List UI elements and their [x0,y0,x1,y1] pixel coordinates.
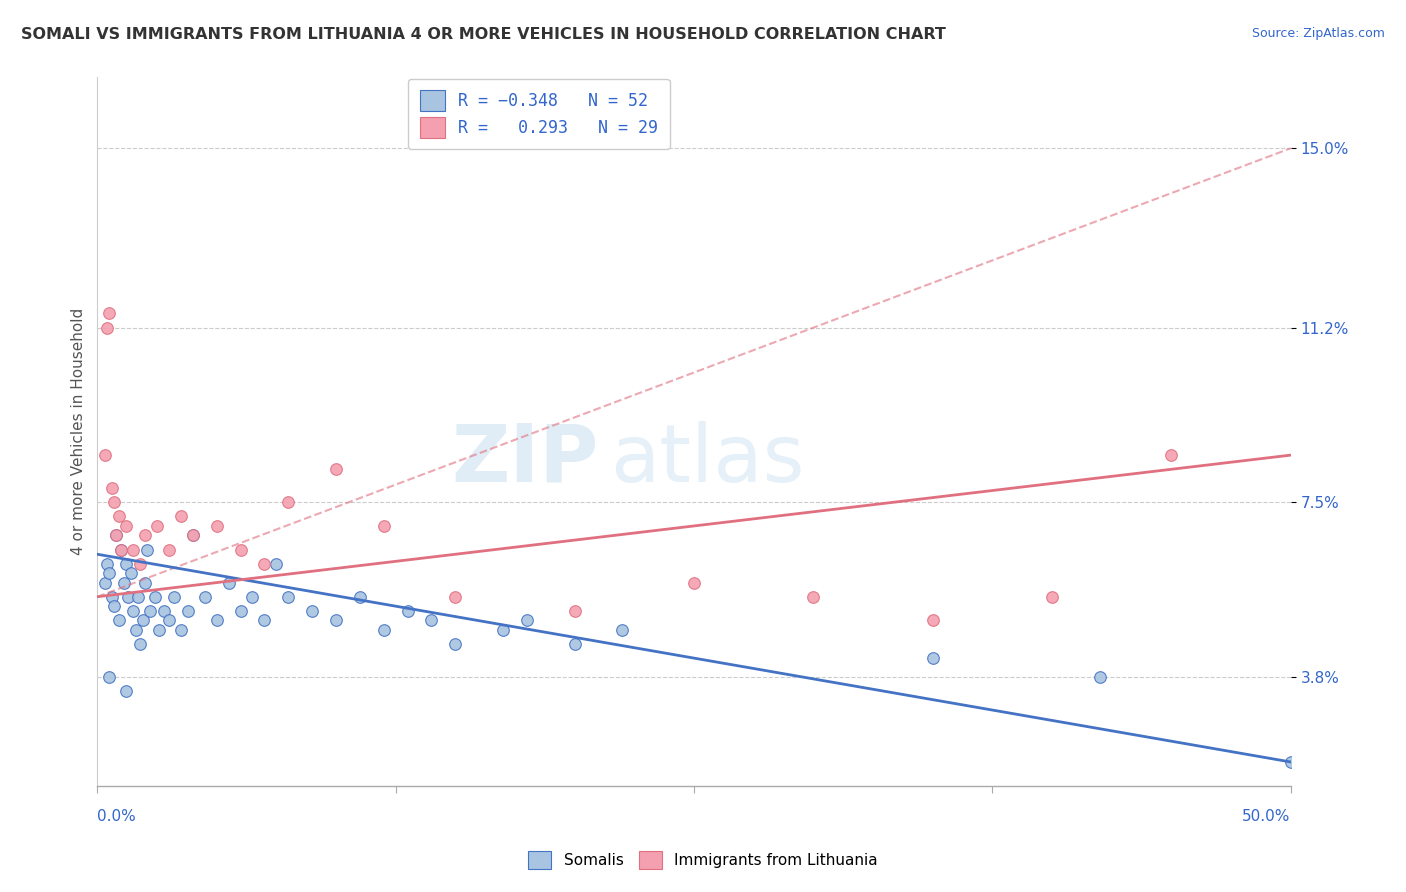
Point [103,599,125,614]
Point [564,604,586,618]
Point [120,566,142,581]
Point [110,542,132,557]
Point [170,509,193,524]
Point [177,604,200,618]
Point [98,670,121,684]
Point [277,495,299,509]
Point [139,604,162,618]
Legend: R = −0.348   N = 52, R =   0.293   N = 29: R = −0.348 N = 52, R = 0.293 N = 29 [408,78,669,149]
Point [108,509,131,524]
Text: ZIP: ZIP [451,421,599,499]
Point [444,637,467,651]
Point [129,637,152,651]
Point [516,613,538,627]
Point [98,306,121,320]
Point [100,481,122,495]
Point [100,590,122,604]
Point [1040,590,1063,604]
Point [253,613,276,627]
Point [134,528,156,542]
Point [181,528,204,542]
Point [131,613,153,627]
Point [194,590,217,604]
Point [492,623,515,637]
Point [242,590,264,604]
Point [444,590,467,604]
Point [136,542,159,557]
Point [103,495,125,509]
Point [108,613,131,627]
Point [373,623,395,637]
Point [93,575,115,590]
Point [325,613,347,627]
Point [115,684,138,698]
Point [921,651,943,665]
Point [229,604,252,618]
Point [229,542,252,557]
Point [420,613,443,627]
Text: atlas: atlas [610,421,804,499]
Point [143,590,166,604]
Text: Source: ZipAtlas.com: Source: ZipAtlas.com [1251,27,1385,40]
Point [105,528,128,542]
Y-axis label: 4 or more Vehicles in Household: 4 or more Vehicles in Household [72,308,86,555]
Point [803,590,825,604]
Point [110,542,132,557]
Point [117,590,139,604]
Point [181,528,204,542]
Point [153,604,176,618]
Point [921,613,943,627]
Point [1160,448,1182,462]
Point [612,623,634,637]
Point [96,320,118,334]
Point [396,604,419,618]
Point [112,575,135,590]
Point [96,557,118,571]
Point [349,590,371,604]
Point [301,604,323,618]
Point [253,557,276,571]
Point [683,575,706,590]
Point [170,623,193,637]
Point [266,557,288,571]
Point [277,590,299,604]
Point [146,519,169,533]
Point [115,557,138,571]
Point [218,575,240,590]
Point [115,519,138,533]
Point [205,519,228,533]
Point [122,604,145,618]
Point [163,590,186,604]
Legend: Somalis, Immigrants from Lithuania: Somalis, Immigrants from Lithuania [523,845,883,875]
Point [1088,670,1111,684]
Point [325,462,347,476]
Point [373,519,395,533]
Point [134,575,156,590]
Point [122,542,145,557]
Point [205,613,228,627]
Point [564,637,586,651]
Point [157,613,180,627]
Point [129,557,152,571]
Text: 50.0%: 50.0% [1243,809,1291,824]
Point [148,623,170,637]
Text: SOMALI VS IMMIGRANTS FROM LITHUANIA 4 OR MORE VEHICLES IN HOUSEHOLD CORRELATION : SOMALI VS IMMIGRANTS FROM LITHUANIA 4 OR… [21,27,946,42]
Point [98,566,121,581]
Point [1279,755,1302,769]
Point [127,590,149,604]
Point [105,528,128,542]
Point [157,542,180,557]
Text: 0.0%: 0.0% [97,809,136,824]
Point [124,623,146,637]
Point [93,448,115,462]
